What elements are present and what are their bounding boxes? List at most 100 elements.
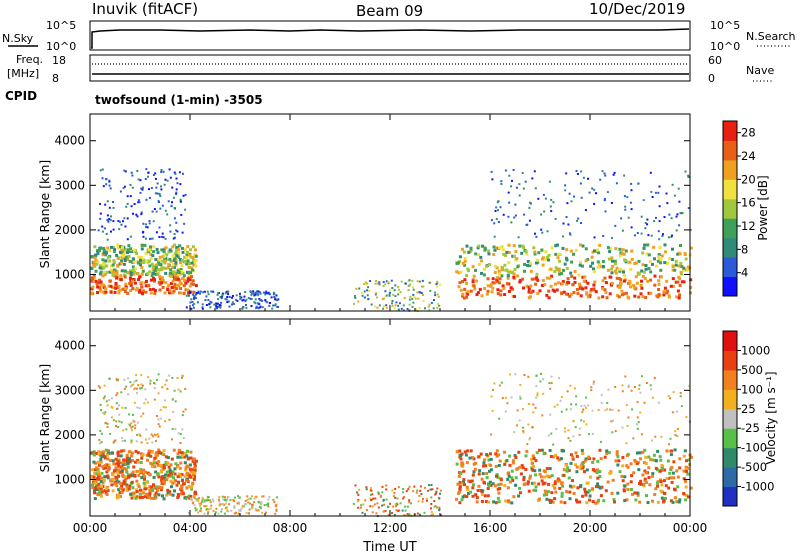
scatter-point — [140, 213, 143, 216]
scatter-point — [667, 294, 671, 298]
scatter-point — [543, 481, 547, 485]
scatter-point — [168, 468, 172, 472]
scatter-point — [207, 511, 210, 514]
power-scatter — [90, 168, 693, 312]
scatter-point — [176, 247, 180, 251]
scatter-point — [535, 261, 538, 265]
scatter-point — [168, 248, 172, 252]
scatter-point — [509, 270, 513, 274]
scatter-point — [436, 506, 438, 509]
scatter-point — [121, 463, 125, 467]
scatter-point — [193, 253, 197, 257]
scatter-point — [604, 291, 608, 294]
scatter-point — [113, 291, 117, 294]
scatter-point — [112, 462, 116, 466]
scatter-point — [205, 504, 208, 507]
nave-tick-bottom: 0 — [708, 72, 715, 85]
scatter-point — [402, 304, 405, 307]
scatter-point — [483, 287, 487, 290]
scatter-point — [568, 497, 572, 501]
scatter-point — [500, 183, 503, 185]
scatter-point — [149, 256, 153, 260]
scatter-point — [516, 186, 518, 189]
scatter-point — [485, 264, 489, 268]
scatter-point — [92, 274, 96, 278]
scatter-point — [172, 196, 175, 199]
scatter-point — [103, 395, 106, 398]
scatter-point — [418, 494, 421, 497]
scatter-point — [117, 458, 121, 462]
scatter-point — [177, 251, 181, 255]
scatter-point — [189, 469, 193, 473]
scatter-point — [632, 437, 635, 440]
scatter-point — [106, 426, 109, 428]
colorbar-segment — [723, 179, 737, 200]
scatter-point — [592, 267, 595, 271]
scatter-point — [157, 448, 161, 452]
scatter-point — [587, 404, 590, 407]
scatter-point — [581, 466, 585, 470]
scatter-point — [164, 463, 168, 467]
scatter-point — [583, 420, 585, 423]
scatter-point — [147, 472, 151, 476]
scatter-point — [542, 392, 545, 395]
scatter-point — [207, 508, 210, 511]
scatter-point — [133, 203, 136, 205]
scatter-point — [660, 464, 664, 467]
scatter-point — [522, 187, 525, 190]
scatter-point — [477, 244, 481, 248]
scatter-point — [619, 278, 623, 282]
scatter-point — [529, 261, 532, 265]
scatter-point — [554, 244, 558, 248]
scatter-point — [130, 171, 133, 174]
scatter-point — [497, 246, 501, 250]
scatter-point — [109, 479, 113, 483]
scatter-point — [115, 408, 118, 410]
scatter-point — [194, 284, 198, 288]
scatter-point — [510, 476, 514, 480]
scatter-point — [471, 486, 475, 490]
scatter-point — [94, 253, 98, 257]
scatter-point — [121, 489, 125, 492]
scatter-point — [201, 303, 204, 306]
scatter-point — [185, 250, 189, 254]
scatter-point — [133, 420, 136, 423]
scatter-point — [685, 493, 689, 497]
scatter-point — [646, 279, 650, 283]
scatter-point — [679, 262, 683, 265]
scatter-point — [559, 457, 563, 461]
scatter-point — [581, 264, 584, 268]
scatter-point — [251, 506, 254, 509]
scatter-point — [213, 303, 216, 306]
scatter-point — [570, 274, 574, 278]
scatter-point — [422, 299, 425, 302]
scatter-point — [614, 262, 617, 266]
scatter-point — [591, 261, 594, 265]
scatter-point — [419, 485, 422, 488]
scatter-point — [164, 383, 167, 386]
scatter-point — [142, 258, 146, 262]
scatter-point — [541, 231, 544, 234]
station-title: Inuvik (fitACF) — [92, 0, 198, 18]
scatter-point — [99, 457, 103, 461]
scatter-point — [616, 455, 620, 459]
scatter-point — [612, 173, 615, 176]
scatter-point — [592, 457, 596, 461]
scatter-point — [489, 283, 493, 286]
scatter-point — [232, 302, 235, 305]
scatter-point — [190, 298, 193, 301]
scatter-point — [388, 293, 391, 296]
scatter-point — [117, 474, 121, 478]
scatter-point — [670, 449, 674, 453]
scatter-point — [573, 270, 577, 273]
scatter-point — [549, 205, 552, 208]
scatter-point — [458, 487, 462, 491]
scatter-point — [237, 501, 240, 504]
scatter-point — [564, 427, 566, 430]
scatter-point — [205, 304, 208, 306]
scatter-point — [432, 307, 435, 310]
scatter-point — [665, 291, 669, 295]
scatter-point — [457, 474, 461, 478]
scatter-point — [542, 193, 545, 196]
scatter-point — [614, 386, 617, 388]
